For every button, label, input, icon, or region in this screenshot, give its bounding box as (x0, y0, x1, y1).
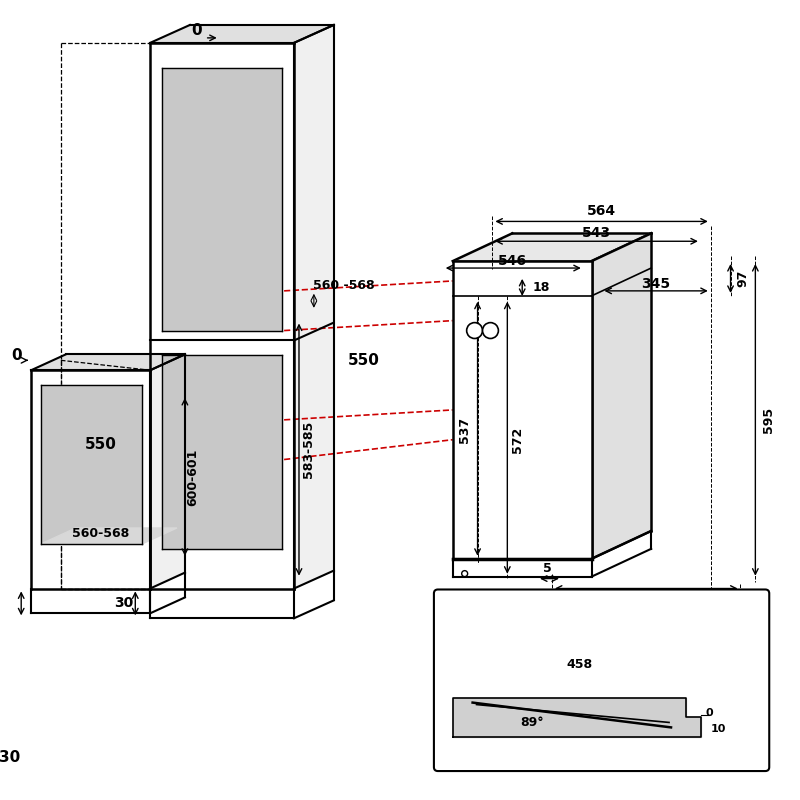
Text: 572: 572 (510, 426, 524, 453)
Text: 550: 550 (85, 437, 117, 452)
Text: 89°: 89° (520, 716, 544, 729)
Polygon shape (150, 25, 334, 43)
Circle shape (482, 322, 498, 338)
Polygon shape (150, 354, 185, 589)
Text: 583-585: 583-585 (302, 421, 315, 478)
Text: 20: 20 (542, 604, 558, 617)
Text: 10: 10 (711, 724, 726, 734)
Circle shape (462, 570, 468, 577)
Text: 564: 564 (587, 205, 616, 218)
Text: 0: 0 (11, 348, 22, 363)
Text: 595: 595 (762, 406, 774, 433)
Text: 595: 595 (632, 591, 661, 606)
Text: 543: 543 (582, 226, 611, 240)
Text: 560-568: 560-568 (72, 527, 129, 541)
Text: 458: 458 (566, 658, 592, 671)
Polygon shape (592, 234, 651, 558)
Circle shape (466, 322, 482, 338)
Polygon shape (41, 385, 142, 544)
Text: 537: 537 (458, 417, 471, 443)
Polygon shape (453, 698, 701, 738)
Polygon shape (31, 354, 185, 370)
Text: 97: 97 (736, 270, 749, 286)
Polygon shape (41, 528, 177, 544)
Polygon shape (162, 68, 282, 330)
Text: 5: 5 (542, 562, 551, 575)
Polygon shape (453, 261, 592, 558)
Polygon shape (453, 234, 651, 261)
Text: 18: 18 (532, 282, 550, 294)
Polygon shape (294, 25, 334, 589)
Text: 0: 0 (191, 23, 202, 38)
Text: 30: 30 (114, 596, 133, 610)
Text: 30: 30 (0, 750, 20, 765)
FancyBboxPatch shape (434, 590, 770, 771)
Text: 345: 345 (642, 277, 670, 291)
Text: 600-601: 600-601 (186, 449, 199, 506)
Text: 546: 546 (498, 254, 527, 268)
Polygon shape (162, 355, 282, 549)
Text: 560 -568: 560 -568 (313, 279, 374, 293)
Text: 550: 550 (347, 353, 379, 368)
Text: 0: 0 (706, 707, 714, 718)
